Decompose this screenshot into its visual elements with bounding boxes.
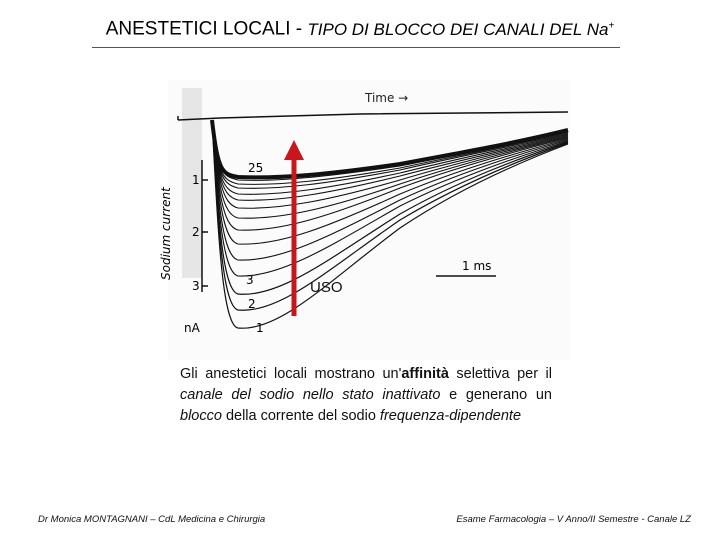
figure-svg: Time → 1 2 3 Sodium current nA [160,80,570,360]
current-traces [210,119,569,329]
caption-emphasis-block: blocco [180,408,222,424]
use-arrow-label: USO [310,279,343,296]
trace-25-band [210,119,569,180]
y-axis-label: Sodium current [160,186,173,280]
trace-label-25: 25 [248,161,263,175]
trace-1 [211,119,569,329]
trace-11 [211,119,569,195]
figure-background [168,80,570,360]
unit-label: nA [184,321,201,335]
baseline-trace [177,111,569,121]
trace-13 [211,119,569,185]
trace-2 [211,119,569,311]
footer-course: Esame Farmacologia – V Anno/II Semestre … [456,514,691,525]
trace-10 [211,119,569,201]
caption-emphasis-channel: canale del sodio nello stato inattivato [180,387,441,403]
trace-3 [211,119,569,295]
trace-label-1: 1 [256,321,264,335]
caption-emphasis-frequency: frequenza-dipendente [379,408,522,424]
trace-label-2: 2 [248,297,256,311]
trace-6 [211,119,569,245]
y-tick-label-2: 2 [192,225,200,239]
caption-emphasis-affinity: affinità [401,366,449,382]
trace-12 [211,119,569,189]
figure-shadow-left [182,88,202,278]
time-label: Time → [364,91,408,105]
sodium-current-figure: Time → 1 2 3 Sodium current nA [160,80,570,360]
trace-label-3: 3 [246,273,254,287]
title-superscript: + [608,20,615,31]
title-divider [92,47,620,48]
y-tick-label-3: 3 [192,279,200,293]
title-main: ANESTETICI LOCALI - [105,18,308,40]
trace-9 [211,119,569,209]
slide-title: ANESTETICI LOCALI - TIPO DI BLOCCO DEI C… [0,14,720,42]
trace-7 [211,119,569,231]
y-tick-label-1: 1 [192,173,200,187]
title-subtitle: TIPO DI BLOCCO DEI CANALI DEL Na+ [307,19,615,39]
caption-text: Gli anestetici locali mostrano un'affini… [180,366,552,424]
scale-bar-label: 1 ms [462,259,491,273]
trace-5 [211,119,569,261]
trace-8 [211,119,569,219]
trace-4 [211,119,569,277]
use-arrow-head [284,140,304,160]
footer-author: Dr Monica MONTAGNANI – CdL Medicina e Ch… [38,514,266,525]
